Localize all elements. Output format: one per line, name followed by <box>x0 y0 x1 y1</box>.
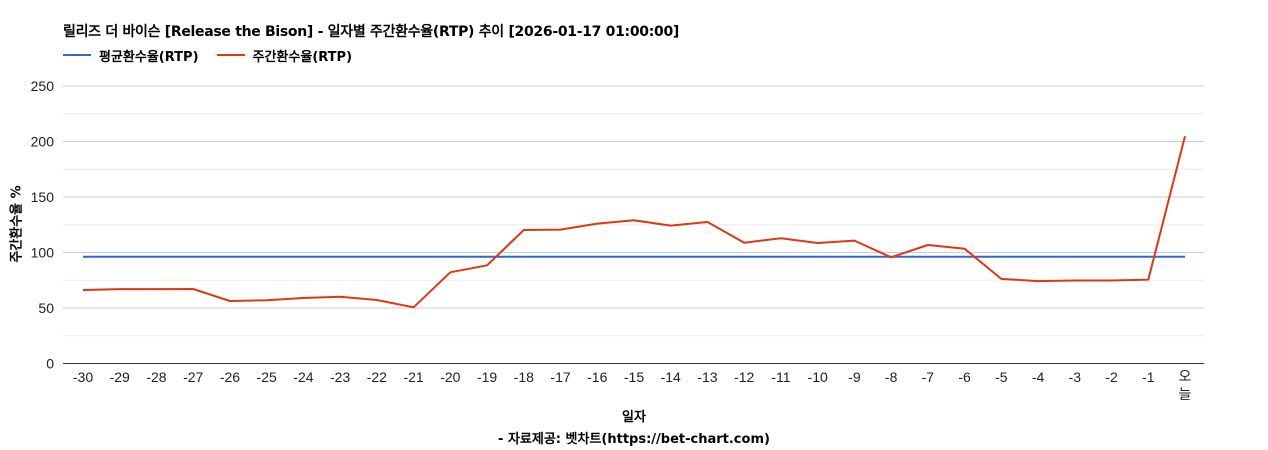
y-tick-label: 200 <box>31 134 55 150</box>
y-axis-ticks: 0 50 100 150 200 250 <box>31 78 55 372</box>
x-tick-label: -1 <box>1142 369 1155 385</box>
x-tick-label: -29 <box>110 369 130 385</box>
x-tick-label: -17 <box>550 369 570 385</box>
x-axis-label: 일자 <box>622 410 646 425</box>
weekly-rtp-line[interactable] <box>82 135 1186 309</box>
gridlines <box>63 85 1204 337</box>
x-tick-label: -12 <box>734 369 754 385</box>
x-tick-label: -9 <box>848 369 861 385</box>
x-tick-label: -30 <box>73 369 93 385</box>
y-tick-label: 150 <box>31 189 55 205</box>
x-tick-label: 늘 <box>1179 386 1192 402</box>
x-tick-label: -4 <box>1032 369 1045 385</box>
x-tick-label: -8 <box>885 369 898 385</box>
x-tick-label: -15 <box>624 369 644 385</box>
y-tick-label: 100 <box>31 245 55 261</box>
x-tick-label: -14 <box>661 369 681 385</box>
legend-swatch-blue-icon <box>63 54 91 56</box>
legend-item-weekly-rtp[interactable]: 주간환수율(RTP) <box>216 46 353 65</box>
x-tick-label: -11 <box>771 369 790 385</box>
x-tick-label: -7 <box>922 369 935 385</box>
x-tick-label: -24 <box>293 369 313 385</box>
x-tick-label: -3 <box>1069 369 1082 385</box>
chart-title: 릴리즈 더 바이슨 [Release the Bison] - 일자별 주간환수… <box>63 24 680 40</box>
y-tick-label: 0 <box>46 356 54 372</box>
x-axis-ticks: -30 -29 -28 -27 -26 -25 -24 -23 -22 -21 -20 -19 -18-… <box>73 368 1192 402</box>
x-tick-label: -26 <box>220 369 240 385</box>
data-source-credit: - 자료제공: 벳차트(https://bet-chart.com) <box>498 432 770 447</box>
x-tick-label: -22 <box>367 369 387 385</box>
legend-label: 주간환수율(RTP) <box>252 49 353 65</box>
x-tick-label: -28 <box>146 369 166 385</box>
y-tick-label: 50 <box>38 300 54 316</box>
x-tick-label: -27 <box>183 369 203 385</box>
x-tick-label: -20 <box>440 369 460 385</box>
legend-item-average-rtp[interactable]: 평균환수율(RTP) <box>63 46 199 65</box>
x-tick-label: -18 <box>514 369 534 385</box>
legend-label: 평균환수율(RTP) <box>99 49 199 65</box>
data-series <box>82 135 1186 309</box>
y-tick-label: 250 <box>31 78 55 94</box>
x-tick-label: -23 <box>330 369 350 385</box>
legend-swatch-red-icon <box>216 54 245 56</box>
x-tick-label: -25 <box>257 369 277 385</box>
x-tick-label: -21 <box>403 369 423 385</box>
y-axis-label: 주간환수율 % <box>9 185 25 263</box>
x-tick-label: -6 <box>958 369 971 385</box>
x-tick-label: -5 <box>995 369 1008 385</box>
x-tick-label: 오 <box>1179 368 1192 384</box>
x-tick-label: -10 <box>808 369 828 385</box>
x-tick-label: -13 <box>697 369 717 385</box>
x-tick-label: -2 <box>1105 369 1118 385</box>
chart-legend: 평균환수율(RTP) 주간환수율(RTP) <box>63 46 370 65</box>
x-tick-label: -16 <box>587 369 607 385</box>
x-tick-label: -19 <box>477 369 497 385</box>
